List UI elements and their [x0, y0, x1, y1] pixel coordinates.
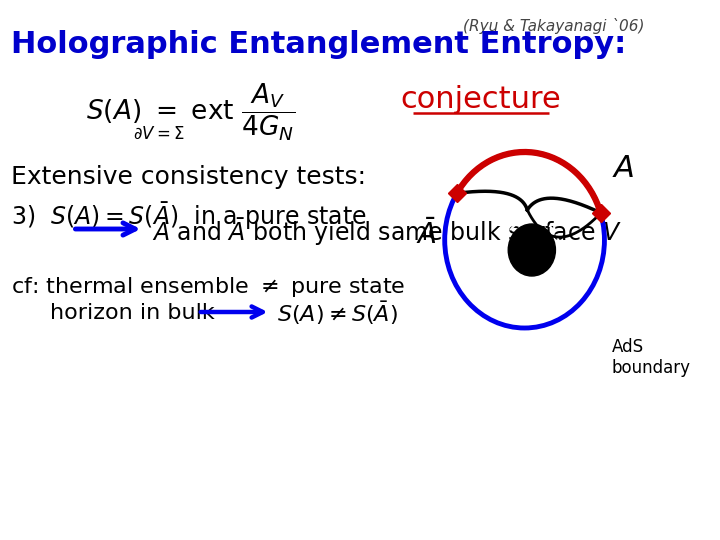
Circle shape [508, 224, 555, 276]
Text: $\partial V = \Sigma$: $\partial V = \Sigma$ [133, 125, 185, 143]
Text: Extensive consistency tests:: Extensive consistency tests: [11, 165, 366, 189]
Text: horizon in bulk: horizon in bulk [50, 303, 215, 323]
Text: AdS
boundary: AdS boundary [612, 338, 690, 377]
Text: $A$ and $\bar{A}$ both yield same bulk surface $V$: $A$ and $\bar{A}$ both yield same bulk s… [153, 216, 622, 248]
Text: conjecture: conjecture [400, 85, 562, 114]
Text: cf: thermal ensemble $\neq$ pure state: cf: thermal ensemble $\neq$ pure state [11, 275, 405, 299]
Text: $A$: $A$ [612, 154, 634, 183]
Text: 3)  $S(A) = S(\bar{A})$  in a pure state: 3) $S(A) = S(\bar{A})$ in a pure state [11, 200, 366, 232]
Text: Holographic Entanglement Entropy:: Holographic Entanglement Entropy: [11, 30, 626, 59]
Text: $\bar{A}$: $\bar{A}$ [415, 220, 436, 251]
Text: $S(A)\ =\ \mathrm{ext}\ \dfrac{A_V}{4G_N}$: $S(A)\ =\ \mathrm{ext}\ \dfrac{A_V}{4G_N… [86, 82, 295, 143]
Text: $S(A) \neq S(\bar{A})$: $S(A) \neq S(\bar{A})$ [276, 300, 397, 327]
Text: (Ryu & Takayanagi `06): (Ryu & Takayanagi `06) [463, 18, 644, 34]
Text: $V$: $V$ [535, 238, 554, 258]
